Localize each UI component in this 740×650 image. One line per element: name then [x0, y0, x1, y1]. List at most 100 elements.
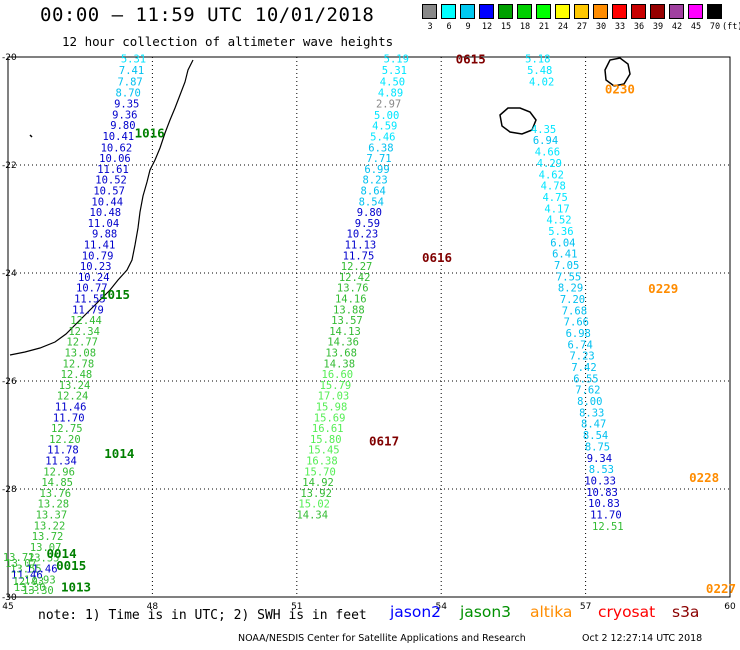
altika-swh-label: 4.89: [378, 88, 403, 100]
s3a-swh-label: 4.29: [537, 158, 562, 170]
jason3-swh-label: 12.78: [63, 358, 95, 370]
jason3-swh-label: 7.41: [119, 65, 144, 77]
s3a-swh-label: 4.62: [539, 169, 564, 181]
altika-swh-label: 15.70: [304, 466, 336, 478]
jason3-swh-label: 13.07: [30, 542, 62, 554]
altika-swh-label: 8.54: [359, 196, 384, 208]
jason3-swh-label: 11.79: [72, 304, 104, 316]
legend-swatch: [612, 4, 627, 19]
altika-swh-label: 13.92: [300, 488, 332, 500]
jason2-swh-label: 13.30: [14, 582, 46, 594]
altika-swh-label: 13.68: [325, 347, 357, 359]
s3a-swh-label: 7.23: [569, 351, 594, 363]
altika-swh-label: 14.36: [327, 337, 359, 349]
altika-swh-label: 4.50: [380, 76, 405, 88]
s3a-swh-label: 7.20: [560, 294, 585, 306]
jason2-swh-label: 13.07: [5, 558, 37, 570]
s3a-swh-label: 6.98: [566, 328, 591, 340]
jason3-swh-label: 10.52: [95, 175, 127, 187]
legend-swatch: [460, 4, 475, 19]
altika-pass-label: 0616: [422, 250, 452, 265]
s3a-swh-label: 6.94: [533, 135, 558, 147]
legend-swatch-label: 24: [557, 22, 569, 32]
legend-swatch: [536, 4, 551, 19]
satellite-label-altika: altika: [530, 603, 573, 621]
jason2-swh-label: 11.46: [11, 569, 43, 581]
islet-outline: [29, 134, 33, 138]
legend-swatch: [707, 4, 722, 19]
altika-swh-label: 8.23: [362, 175, 387, 187]
legend-swatch-label: 42: [671, 22, 683, 32]
s3a-swh-label: 4.35: [531, 124, 556, 136]
jason3-swh-label: 12.44: [70, 315, 102, 327]
s3a-pass-label: 0227: [706, 581, 736, 596]
legend-swatch-label: 6: [446, 22, 452, 32]
s3a-swh-label: 7.42: [571, 362, 596, 374]
jason3-pass-label: 1015: [100, 287, 130, 302]
legend-swatch: [593, 4, 608, 19]
jason3-swh-label: 13.76: [39, 488, 71, 500]
s3a-swh-label: 9.34: [587, 453, 612, 465]
jason3-swh-label: 10.77: [76, 283, 108, 295]
s3a-swh-label: 10.83: [586, 487, 618, 499]
jason3-swh-label: 12.93: [24, 574, 56, 586]
jason3-swh-label: 10.62: [101, 142, 133, 154]
legend-swatch: [422, 4, 437, 19]
jason3-swh-label: 13.55: [28, 553, 60, 565]
jason3-swh-label: 11.04: [88, 218, 120, 230]
jason3-swh-label: 11.70: [53, 412, 85, 424]
altika-swh-label: 17.03: [318, 391, 350, 403]
jason3-swh-label: 13.37: [36, 509, 68, 521]
altika-swh-label: 16.38: [306, 455, 338, 467]
legend-swatch: [669, 4, 684, 19]
altika-swh-label: 14.38: [323, 358, 355, 370]
legend-swatch-label: 30: [595, 22, 607, 32]
legend-swatch: [631, 4, 646, 19]
altika-swh-label: 15.98: [316, 401, 348, 413]
legend-swatch-label: 36: [633, 22, 645, 32]
jason3-swh-label: 9.80: [110, 120, 135, 132]
jason3-swh-label: 10.44: [91, 196, 123, 208]
altika-swh-label: 15.02: [298, 499, 330, 511]
s3a-swh-label: 4.17: [544, 203, 569, 215]
s3a-swh-label: 8.29: [558, 283, 583, 295]
jason3-swh-label: 12.96: [43, 466, 75, 478]
jason3-swh-label: 9.88: [92, 229, 117, 241]
jason3-swh-label: 7.87: [117, 76, 142, 88]
footnote: note: 1) Time is in UTC; 2) SWH is in fe…: [38, 608, 367, 623]
jason3-swh-label: 10.79: [82, 250, 114, 262]
madagascar-coastline: [9, 59, 194, 356]
altika-swh-label: 8.64: [361, 185, 386, 197]
legend-swatch-label: 9: [465, 22, 471, 32]
x-tick-label: 57: [580, 602, 591, 612]
legend-swatch: [498, 4, 513, 19]
altika-swh-label: 15.79: [320, 380, 352, 392]
jason3-swh-label: 14.85: [41, 477, 73, 489]
s3a-swh-label: 11.70: [590, 509, 622, 521]
legend-swatch-label: 3: [427, 22, 433, 32]
y-tick-label: -24: [2, 269, 17, 279]
jason3-swh-label: 12.75: [51, 423, 83, 435]
legend-swatch-label: 27: [576, 22, 588, 32]
legend-swatch-label: 70: [709, 22, 721, 32]
jason3-swh-label: 11.55: [74, 293, 106, 305]
s3a-swh-label: 6.74: [568, 339, 593, 351]
altika-swh-label: 5.31: [382, 65, 407, 77]
jason3-swh-label: 9.36: [112, 109, 137, 121]
jason3-swh-label: 12.34: [68, 326, 100, 338]
jason3-swh-label: 13.30: [22, 585, 54, 597]
altika-swh-label: 13.76: [337, 283, 369, 295]
s3a-swh-label: 6.04: [550, 237, 575, 249]
legend-swatch-label: 12: [481, 22, 493, 32]
s3a-swh-label: 4.52: [546, 215, 571, 227]
s3a-swh-label: 4.66: [535, 147, 560, 159]
s3a-swh-label: 7.68: [562, 305, 587, 317]
jason3-swh-label: 12.48: [61, 369, 93, 381]
altika-swh-label: 16.61: [312, 423, 344, 435]
x-tick-label: 51: [291, 602, 302, 612]
jason3-swh-label: 10.24: [78, 272, 110, 284]
legend-swatch-label: 39: [652, 22, 664, 32]
satellite-label-jason3: jason3: [460, 603, 512, 621]
s3a-swh-label: 8.00: [577, 396, 602, 408]
